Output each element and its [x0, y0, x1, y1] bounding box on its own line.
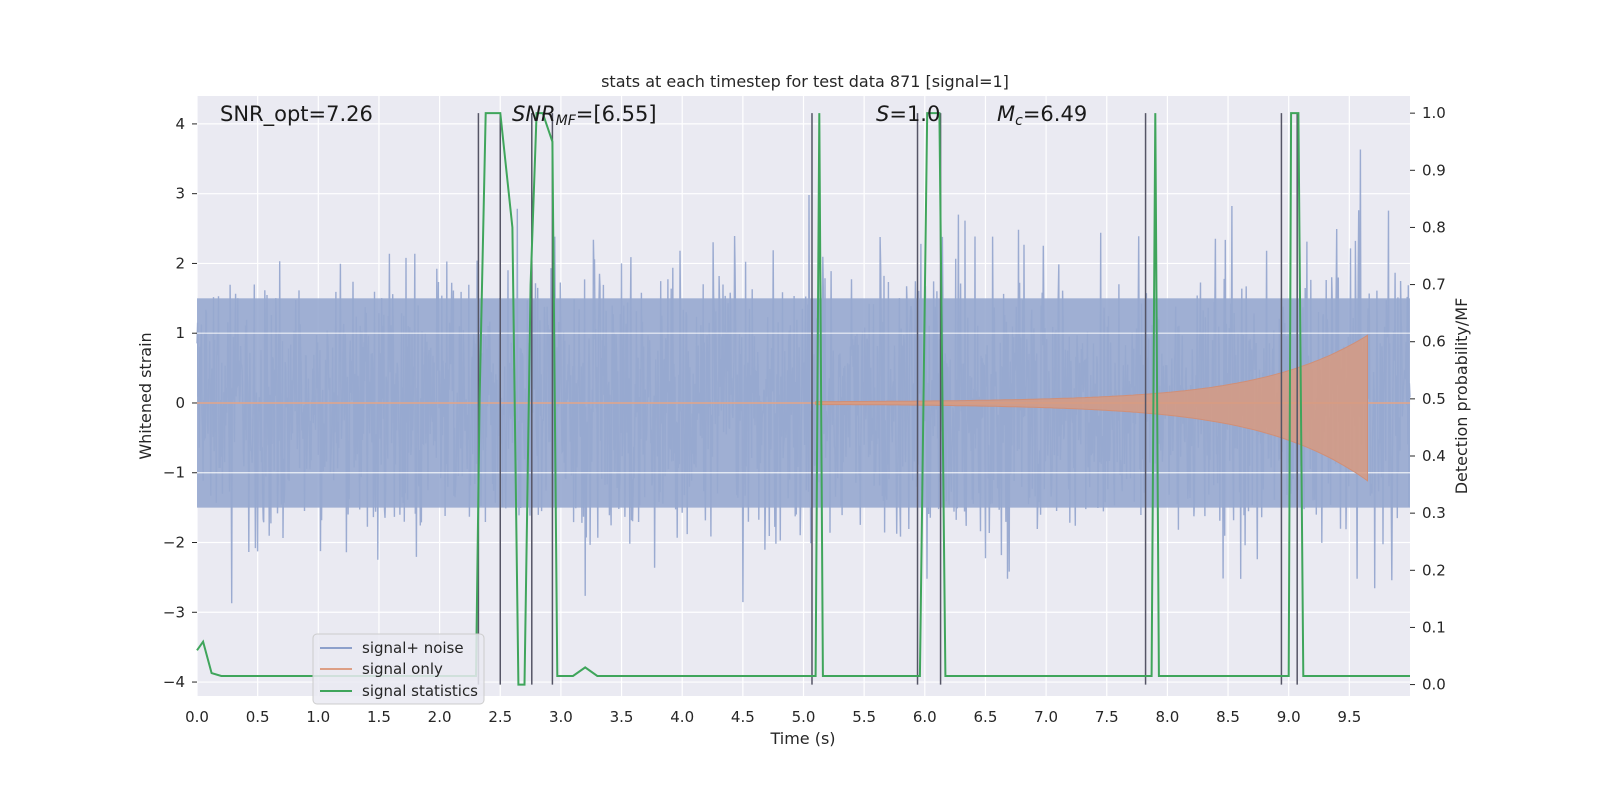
legend-label-stats: signal statistics [362, 682, 478, 700]
x-tick-5: 2.5 [488, 708, 512, 726]
x-tick-4: 2.0 [428, 708, 452, 726]
mc-subscript: c [1015, 113, 1023, 129]
x-tick-18: 9.0 [1277, 708, 1301, 726]
mc-value: =6.49 [1023, 102, 1087, 126]
x-tick-11: 5.5 [852, 708, 876, 726]
x-tick-0: 0.0 [185, 708, 209, 726]
x-tick-1: 0.5 [246, 708, 270, 726]
x-tick-15: 7.5 [1095, 708, 1119, 726]
signal-statistics-series [196, 112, 1410, 686]
mc-base: M [997, 102, 1015, 126]
y-right-tick-10: 0.0 [1422, 676, 1446, 694]
x-tick-2: 1.0 [306, 708, 330, 726]
y-right-tick-4: 0.6 [1422, 333, 1446, 351]
snr-mf-base: SNR [512, 102, 556, 126]
x-tick-8: 4.0 [670, 708, 694, 726]
y-left-tick-3: 1 [175, 324, 185, 342]
annotation-mc: Mc=6.49 [997, 102, 1087, 129]
y-right-tick-7: 0.3 [1422, 504, 1446, 522]
y-left-tick-8: −4 [163, 673, 185, 691]
y-left-axis-label: Whitened strain [136, 332, 155, 459]
annotation-snr-opt: SNR_opt=7.26 [220, 102, 373, 127]
x-tick-3: 1.5 [367, 708, 391, 726]
y-left-tick-1: 3 [175, 185, 185, 203]
y-right-tick-9: 0.1 [1422, 618, 1446, 636]
y-right-axis-label: Detection probability/MF [1452, 298, 1471, 495]
y-left-tick-7: −3 [163, 603, 185, 621]
snr-mf-value: =[6.55] [576, 102, 657, 126]
y-right-tick-5: 0.5 [1422, 390, 1446, 408]
legend: signal+ noise signal only signal statist… [312, 633, 485, 705]
x-tick-7: 3.5 [610, 708, 634, 726]
y-right-tick-2: 0.8 [1422, 218, 1446, 236]
legend-label-signal: signal only [362, 660, 443, 678]
annotation-snr-mf: SNRMF=[6.55] [512, 102, 657, 129]
y-right-tick-1: 0.9 [1422, 161, 1446, 179]
legend-box [312, 633, 485, 705]
y-right-axis-ticks: 1.0 0.9 0.8 0.7 0.6 0.5 0.4 0.3 0.2 0.1 0.0 [1410, 104, 1446, 694]
chart-title: stats at each timestep for test data 871… [601, 72, 1009, 91]
x-tick-19: 9.5 [1337, 708, 1361, 726]
y-left-tick-4: 0 [175, 394, 185, 412]
annotation-s: S=1.0 [876, 102, 940, 126]
x-axis-label: Time (s) [769, 729, 835, 748]
x-tick-10: 5.0 [792, 708, 816, 726]
x-tick-9: 4.5 [731, 708, 755, 726]
s-base: S [876, 102, 889, 126]
x-tick-12: 6.0 [913, 708, 937, 726]
y-right-tick-8: 0.2 [1422, 561, 1446, 579]
y-left-tick-6: −2 [163, 534, 185, 552]
x-tick-16: 8.0 [1155, 708, 1179, 726]
y-left-tick-5: −1 [163, 464, 185, 482]
y-right-tick-3: 0.7 [1422, 276, 1446, 294]
x-tick-6: 3.0 [549, 708, 573, 726]
snr-mf-subscript: MF [556, 113, 577, 129]
x-tick-14: 7.0 [1034, 708, 1058, 726]
y-left-tick-2: 2 [175, 254, 185, 272]
x-axis-ticks: 0.0 0.5 1.0 1.5 2.0 2.5 3.0 3.5 4.0 4.5 5.0 5.5 6.0 6… [185, 708, 1361, 726]
legend-label-noise: signal+ noise [362, 639, 464, 657]
x-tick-17: 8.5 [1216, 708, 1240, 726]
signal-chirp [815, 334, 1368, 482]
stats-line [196, 112, 1410, 686]
y-left-tick-0: 4 [175, 115, 185, 133]
s-value: =1.0 [889, 102, 940, 126]
x-tick-13: 6.5 [974, 708, 998, 726]
y-right-tick-0: 1.0 [1422, 104, 1446, 122]
signal-only-series [197, 334, 1410, 482]
y-right-tick-6: 0.4 [1422, 447, 1446, 465]
y-left-axis-ticks: 4 3 2 1 0 −1 −2 −3 −4 [163, 115, 197, 691]
